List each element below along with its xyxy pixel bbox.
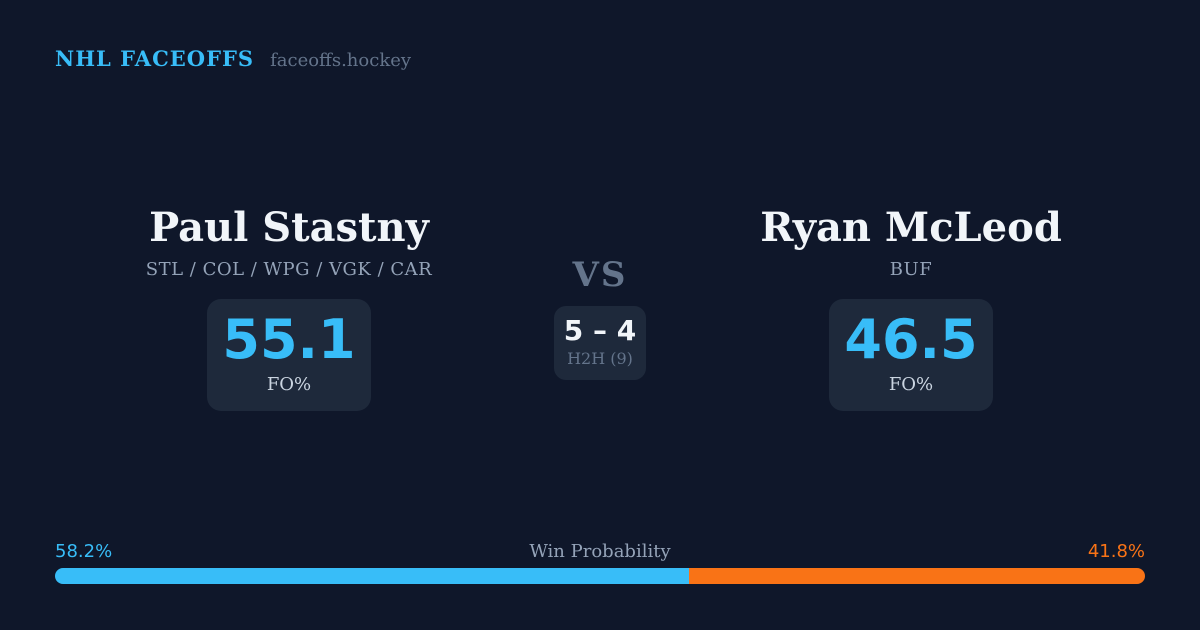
win-probability-title: Win Probability [529,541,671,562]
h2h-score: 5 – 4 [563,313,637,347]
win-probability-left-pct: 58.2% [55,541,113,562]
player-left-teams: STL / COL / WPG / VGK / CAR [145,259,433,280]
header: NHL FACEOFFS faceoffs.hockey [55,46,411,71]
player-left-name: Paul Stastny [149,204,429,251]
vs-label: VS [572,255,628,295]
win-probability-bar-right-segment [689,568,1145,584]
win-probability-labels: 58.2% Win Probability 41.8% [55,541,1145,563]
win-probability-right-pct: 41.8% [1087,541,1145,562]
win-probability-bar [55,568,1145,584]
player-right-fo-value: 46.5 [844,308,978,371]
player-right-stat-card: 46.5 FO% [829,299,993,411]
center-column: VS 5 – 4 H2H (9) [500,205,700,380]
win-probability-bar-left-segment [55,568,690,584]
player-left-stat-card: 55.1 FO% [207,299,371,411]
player-right-fo-label: FO% [888,374,934,395]
player-left-fo-value: 55.1 [222,308,356,371]
player-right-name: Ryan McLeod [760,204,1062,251]
h2h-label: H2H (9) [567,348,633,368]
brand-title: NHL FACEOFFS [55,46,255,71]
player-left-fo-label: FO% [266,374,312,395]
h2h-card: 5 – 4 H2H (9) [554,305,646,380]
player-right-column: Ryan McLeod BUF 46.5 FO% [711,205,1111,411]
player-left-column: Paul Stastny STL / COL / WPG / VGK / CAR… [89,205,489,411]
player-right-teams: BUF [889,259,933,280]
site-url: faceoffs.hockey [270,50,412,71]
